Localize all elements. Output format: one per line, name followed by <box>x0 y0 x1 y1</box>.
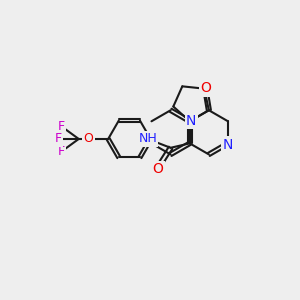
Text: N: N <box>223 138 233 152</box>
Text: F: F <box>58 120 64 133</box>
Text: O: O <box>83 133 93 146</box>
Text: N: N <box>186 114 196 128</box>
Text: O: O <box>200 81 211 95</box>
Text: NH: NH <box>138 133 157 146</box>
Text: F: F <box>55 133 62 146</box>
Text: F: F <box>58 145 64 158</box>
Text: O: O <box>152 162 164 176</box>
